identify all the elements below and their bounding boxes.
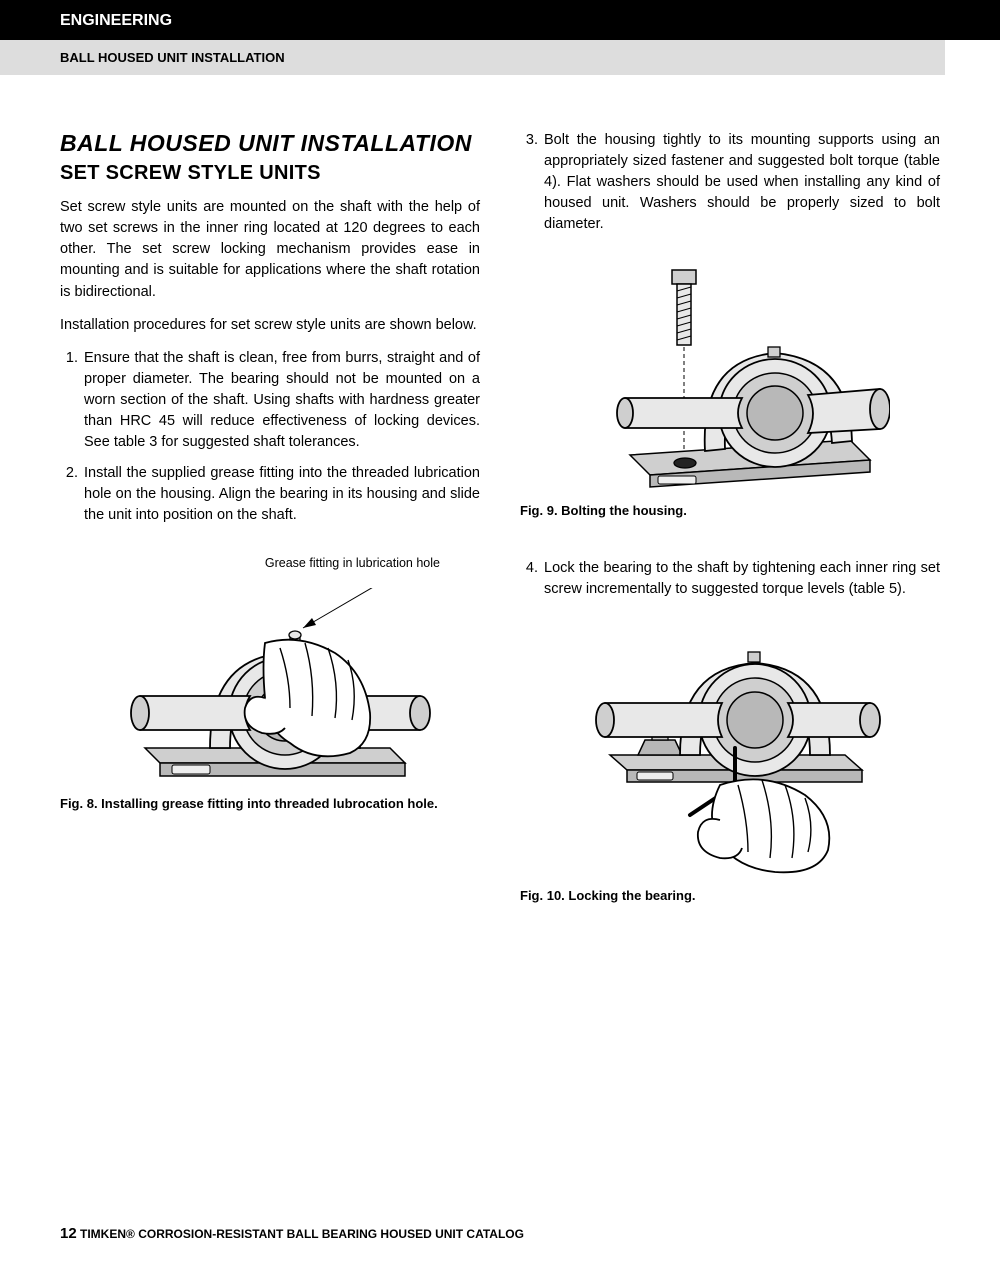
- fig8-illustration: [90, 588, 450, 788]
- main-title: BALL HOUSED UNIT INSTALLATION: [60, 130, 480, 156]
- step-list-right2: 4.Lock the bearing to the shaft by tight…: [520, 558, 940, 600]
- step-2-text: Install the supplied grease fitting into…: [84, 465, 480, 523]
- step-1: 1.Ensure that the shaft is clean, free f…: [78, 348, 480, 453]
- intro-para-2: Installation procedures for set screw st…: [60, 315, 480, 336]
- step-3-text: Bolt the housing tightly to its mounting…: [544, 132, 940, 232]
- fig8-label: Grease fitting in lubrication hole: [60, 556, 440, 570]
- step-1-text: Ensure that the shaft is clean, free fro…: [84, 350, 480, 450]
- fig10-illustration: [570, 620, 890, 880]
- intro-para-1: Set screw style units are mounted on the…: [60, 197, 480, 302]
- right-column: 3.Bolt the housing tightly to its mounti…: [520, 130, 940, 903]
- left-column: BALL HOUSED UNIT INSTALLATION SET SCREW …: [60, 130, 480, 903]
- step-4-text: Lock the bearing to the shaft by tighten…: [544, 560, 940, 597]
- fig9-caption: Fig. 9. Bolting the housing.: [520, 503, 940, 518]
- fig8-caption: Fig. 8. Installing grease fitting into t…: [60, 796, 480, 811]
- content-area: BALL HOUSED UNIT INSTALLATION SET SCREW …: [0, 75, 1000, 903]
- fig10-caption: Fig. 10. Locking the bearing.: [520, 888, 940, 903]
- footer-text: TIMKEN® CORROSION-RESISTANT BALL BEARING…: [77, 1227, 524, 1241]
- step-4: 4.Lock the bearing to the shaft by tight…: [538, 558, 940, 600]
- sub-title: SET SCREW STYLE UNITS: [60, 162, 480, 185]
- step-list-right: 3.Bolt the housing tightly to its mounti…: [520, 130, 940, 235]
- step-2: 2.Install the supplied grease fitting in…: [78, 463, 480, 526]
- fig8: [60, 588, 480, 788]
- step-3: 3.Bolt the housing tightly to its mounti…: [538, 130, 940, 235]
- page-number: 12: [60, 1225, 77, 1242]
- page-footer: 12 TIMKEN® CORROSION-RESISTANT BALL BEAR…: [60, 1225, 524, 1242]
- header-subsection: BALL HOUSED UNIT INSTALLATION: [60, 50, 285, 65]
- fig9: [520, 265, 940, 495]
- fig9-illustration: [570, 265, 890, 495]
- header-gray-bar: BALL HOUSED UNIT INSTALLATION: [0, 40, 945, 75]
- header-black-bar: ENGINEERING: [0, 0, 1000, 40]
- step-list-left: 1.Ensure that the shaft is clean, free f…: [60, 348, 480, 526]
- fig10: [520, 620, 940, 880]
- header-section: ENGINEERING: [60, 12, 172, 29]
